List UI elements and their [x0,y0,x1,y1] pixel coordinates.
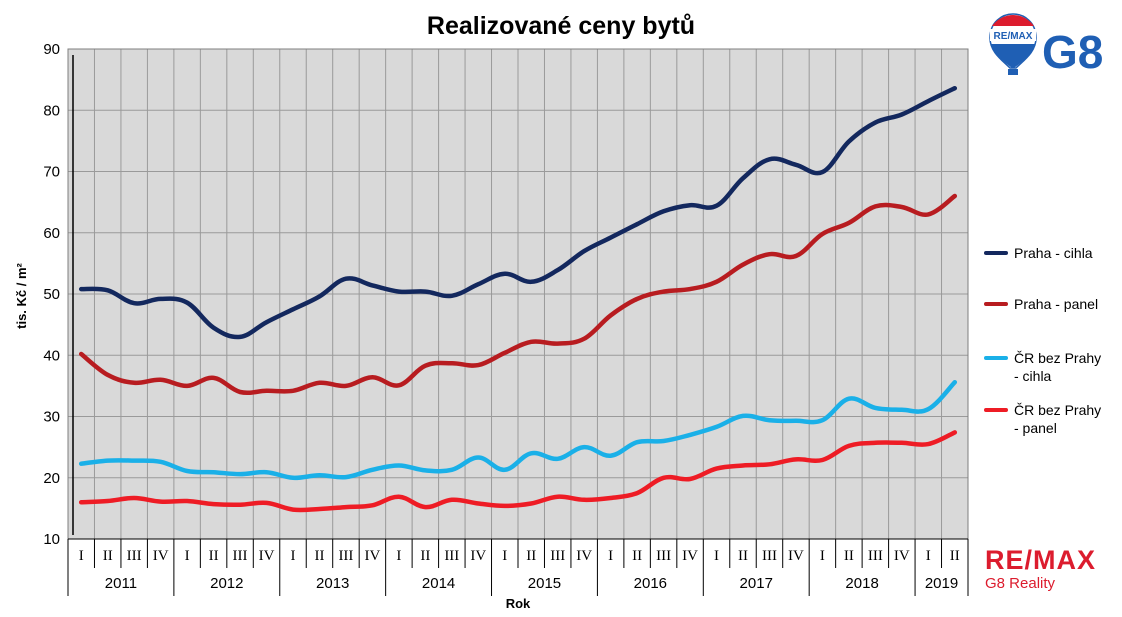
y-axis-label: tis. Kč / m² [14,262,29,328]
g8-brand: G8 [1042,26,1103,78]
y-tick-label: 90 [43,41,60,58]
quarter-label: I [291,548,296,564]
quarter-label: II [103,548,113,564]
year-label: 2013 [316,575,349,592]
quarter-label: III [233,548,248,564]
legend-label: ČR bez Prahy - panel [1014,401,1122,437]
balloon-text: RE/MAX [994,31,1033,42]
quarter-label: III [762,548,777,564]
quarter-label: II [314,548,324,564]
series-line-cr-bez-prahy-panel [78,430,958,513]
legend-swatch [984,302,1008,306]
y-tick-label: 50 [43,286,60,303]
quarter-label: I [820,548,825,564]
legend-label-line2: - panel [1014,420,1057,436]
balloon-icon: RE/MAX [989,13,1037,75]
y-tick-label: 70 [43,164,60,181]
quarter-label: I [608,548,613,564]
series-line-cr-bez-prahy-cihla [78,379,958,481]
year-label: 2012 [210,575,243,592]
quarter-label: III [656,548,671,564]
quarter-label: IV [364,548,380,564]
year-label: 2011 [105,575,137,592]
g8-reality-text: G8 Reality [985,575,1056,592]
y-tick-label: 60 [43,225,60,242]
quarter-label: II [526,548,536,564]
quarter-label: IV [788,548,804,564]
series-line-praha-cihla [78,85,958,340]
quarter-label: I [79,548,84,564]
legend-swatch [984,251,1008,255]
grid [67,48,969,540]
quarter-label: III [127,548,142,564]
quarter-label: IV [682,548,698,564]
y-tick-label: 80 [43,102,60,119]
quarter-label: I [185,548,190,564]
quarter-label: III [868,548,883,564]
quarter-label: III [444,548,459,564]
legend-label: Praha - cihla [1014,245,1093,261]
quarter-label: I [502,548,507,564]
legend-label-line2: - cihla [1014,368,1052,384]
quarter-label: III [550,548,565,564]
quarter-label: I [926,548,931,564]
legend-swatch [984,408,1008,412]
quarter-label: II [738,548,748,564]
x-axis: I II III IV I II III IV I II III IV I II III IV I II III IV… [67,538,969,596]
legend-label-line1: ČR bez Prahy [1014,350,1102,366]
year-label: 2019 [925,575,958,592]
legend-label-line1: ČR bez Prahy [1014,402,1102,418]
quarter-label: II [950,548,960,564]
quarter-label: I [714,548,719,564]
x-axis-label: Rok [506,596,531,611]
quarter-label: II [632,548,642,564]
quarter-label: I [396,548,401,564]
remax-g8-logo: RE/MAX G8 [984,12,1114,78]
series-line-praha-panel [78,193,958,396]
quarter-label: II [844,548,854,564]
y-tick-label: 10 [43,531,60,548]
remax-g8-reality-logo: RE/MAX G8 Reality [985,545,1120,593]
legend-label: ČR bez Prahy - cihla [1014,349,1122,385]
chart-title: Realizované ceny bytů [427,12,695,40]
y-tick-label: 30 [43,409,60,426]
quarter-label: IV [259,548,275,564]
quarter-label: IV [470,548,486,564]
quarter-label: II [209,548,219,564]
year-label: 2018 [845,575,878,592]
legend-label: Praha - panel [1014,296,1099,312]
y-axis-ticks: 10 20 30 40 50 60 70 80 90 [43,41,60,548]
year-label: 2014 [422,575,455,592]
quarter-label: IV [894,548,910,564]
series-lines [78,85,958,513]
year-label: 2017 [740,575,773,592]
year-label: 2015 [528,575,561,592]
y-tick-label: 40 [43,347,60,364]
quarter-label: III [338,548,353,564]
y-tick-label: 20 [43,470,60,487]
quarter-label: IV [576,548,592,564]
year-label: 2016 [634,575,667,592]
quarter-label: II [420,548,430,564]
quarter-label: IV [153,548,169,564]
remax-wordmark: RE/MAX [985,545,1097,575]
legend-swatch [984,356,1008,360]
